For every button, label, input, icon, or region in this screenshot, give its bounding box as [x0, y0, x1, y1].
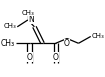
Text: CH₃: CH₃	[92, 33, 104, 39]
Text: N: N	[29, 15, 34, 24]
Text: CH₃: CH₃	[22, 10, 34, 16]
Text: O: O	[53, 53, 59, 62]
Text: O: O	[27, 53, 32, 62]
Text: CH₃: CH₃	[4, 23, 16, 29]
Text: O: O	[64, 39, 70, 48]
Text: CH₃: CH₃	[1, 39, 15, 48]
